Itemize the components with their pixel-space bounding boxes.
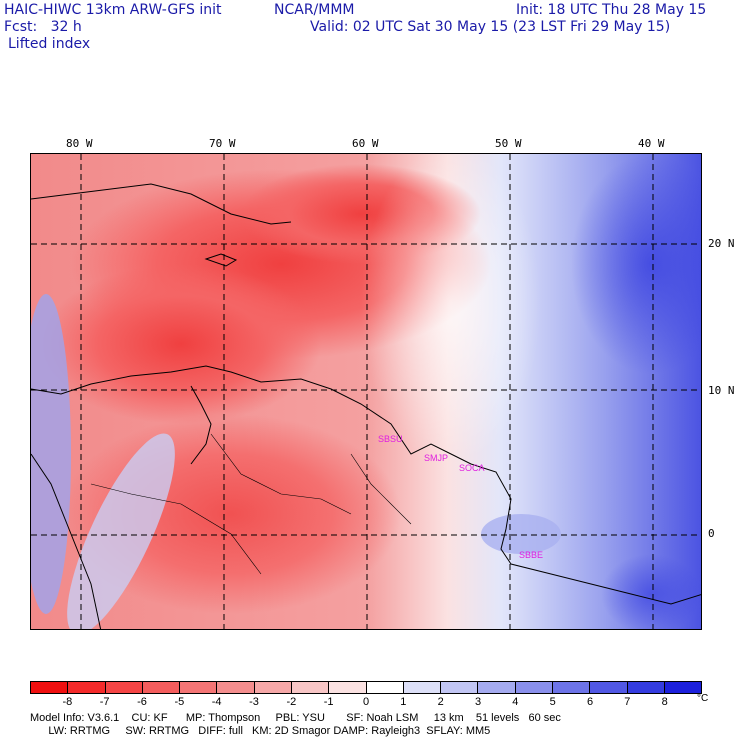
andes-blue-band	[67, 433, 175, 629]
model-info-line1: Model Info: V3.6.1 CU: KF MP: Thompson P…	[30, 712, 561, 724]
model-title: HAIC-HIWC 13km ARW-GFS init	[4, 2, 222, 18]
amazon-mouth-blue	[481, 514, 561, 554]
colorbar-segment	[217, 682, 255, 693]
border-3	[90, 483, 262, 575]
colorbar-segment	[590, 682, 628, 693]
lon-label-40w: 40 W	[638, 137, 665, 150]
blue-zone-se	[601, 554, 701, 629]
model-info-line2: LW: RRTMG SW: RRTMG DIFF: full KM: 2D Sm…	[30, 725, 491, 737]
colorbar-tick-label: -3	[249, 696, 259, 708]
station-sbbe: SBBE	[519, 550, 544, 560]
colorbar-segment	[403, 682, 442, 693]
colorbar-tick-label: 8	[661, 696, 668, 708]
station-soca: SOCA	[459, 463, 485, 473]
border-2	[350, 453, 412, 525]
south-america-north-coast	[31, 365, 701, 605]
pacific-blue	[31, 294, 71, 614]
graticule	[31, 154, 701, 629]
field-name: Lifted index	[8, 36, 91, 52]
cuba-hispaniola-coast	[31, 183, 292, 225]
colorbar-tick-label: -1	[323, 696, 334, 708]
colorbar-tick-label: -4	[211, 696, 222, 708]
colorbar-tick-label: -8	[62, 696, 73, 708]
lon-label-50w: 50 W	[495, 137, 522, 150]
lon-label-60w: 60 W	[352, 137, 379, 150]
puerto-rico-coast	[204, 253, 238, 267]
colorbar-tick-label: 3	[474, 696, 482, 708]
init-time: Init: 18 UTC Thu 28 May 15	[516, 2, 707, 18]
colorbar-segment	[664, 682, 702, 693]
colorbar-tick-label: -2	[286, 696, 297, 708]
colorbar-segment	[142, 682, 181, 693]
colorbar-segment	[180, 682, 218, 693]
pale-zone-atlantic	[361, 154, 541, 464]
colorbar-unit: °C	[697, 693, 709, 704]
colorbar-segment	[627, 682, 665, 693]
colorbar-tick-label: 1	[400, 696, 407, 708]
station-smjp: SMJP	[424, 453, 449, 463]
colorbar-segment	[68, 682, 106, 693]
colorbar-segment	[329, 682, 367, 693]
lon-label-80w: 80 W	[66, 137, 93, 150]
colorbar-tick-label: -5	[174, 696, 185, 708]
colorbar-segment	[552, 682, 591, 693]
colorbar-tick-label: 5	[549, 696, 556, 708]
lake-maracaibo	[190, 385, 212, 465]
colorbar-segment	[366, 682, 404, 693]
colorbar-segment	[31, 682, 69, 693]
colorbar-tick-label: 7	[624, 696, 631, 708]
colorbar-tick-label: 2	[437, 696, 444, 708]
lat-label-10n: 10 N	[708, 384, 735, 397]
colorbar-tick-label: -7	[99, 696, 110, 708]
colorbar	[30, 681, 702, 694]
colorbar-segment	[515, 682, 553, 693]
colorbar-segment	[478, 682, 516, 693]
forecast-hour: Fcst: 32 h	[4, 19, 82, 35]
lat-label-20n: 20 N	[708, 237, 735, 250]
colorbar-tick-label: 6	[586, 696, 594, 708]
lifted-index-map: SBSU SMJP SOCA SBBE	[30, 153, 702, 630]
border-1	[210, 433, 352, 515]
lat-label-0: 0	[708, 527, 715, 540]
coastlines	[31, 183, 701, 629]
red-zone-west	[41, 264, 321, 424]
colorbar-segment	[441, 682, 479, 693]
agency-label: NCAR/MMM	[274, 2, 355, 18]
map-canvas	[31, 154, 701, 629]
colorbar-tick-label: 4	[512, 696, 519, 708]
colorbar-segment	[291, 682, 330, 693]
borders	[90, 433, 412, 575]
valid-time: Valid: 02 UTC Sat 30 May 15 (23 LST Fri …	[310, 19, 671, 35]
colorbar-segment	[254, 682, 292, 693]
blue-zone-ne	[571, 154, 701, 374]
station-sbsu: SBSU	[378, 434, 403, 444]
lon-label-70w: 70 W	[209, 137, 236, 150]
colorbar-segment	[105, 682, 143, 693]
colorbar-tick-label: -6	[137, 696, 147, 708]
colorbar-tick-label: 0	[362, 696, 370, 708]
pacific-coast	[31, 453, 102, 629]
